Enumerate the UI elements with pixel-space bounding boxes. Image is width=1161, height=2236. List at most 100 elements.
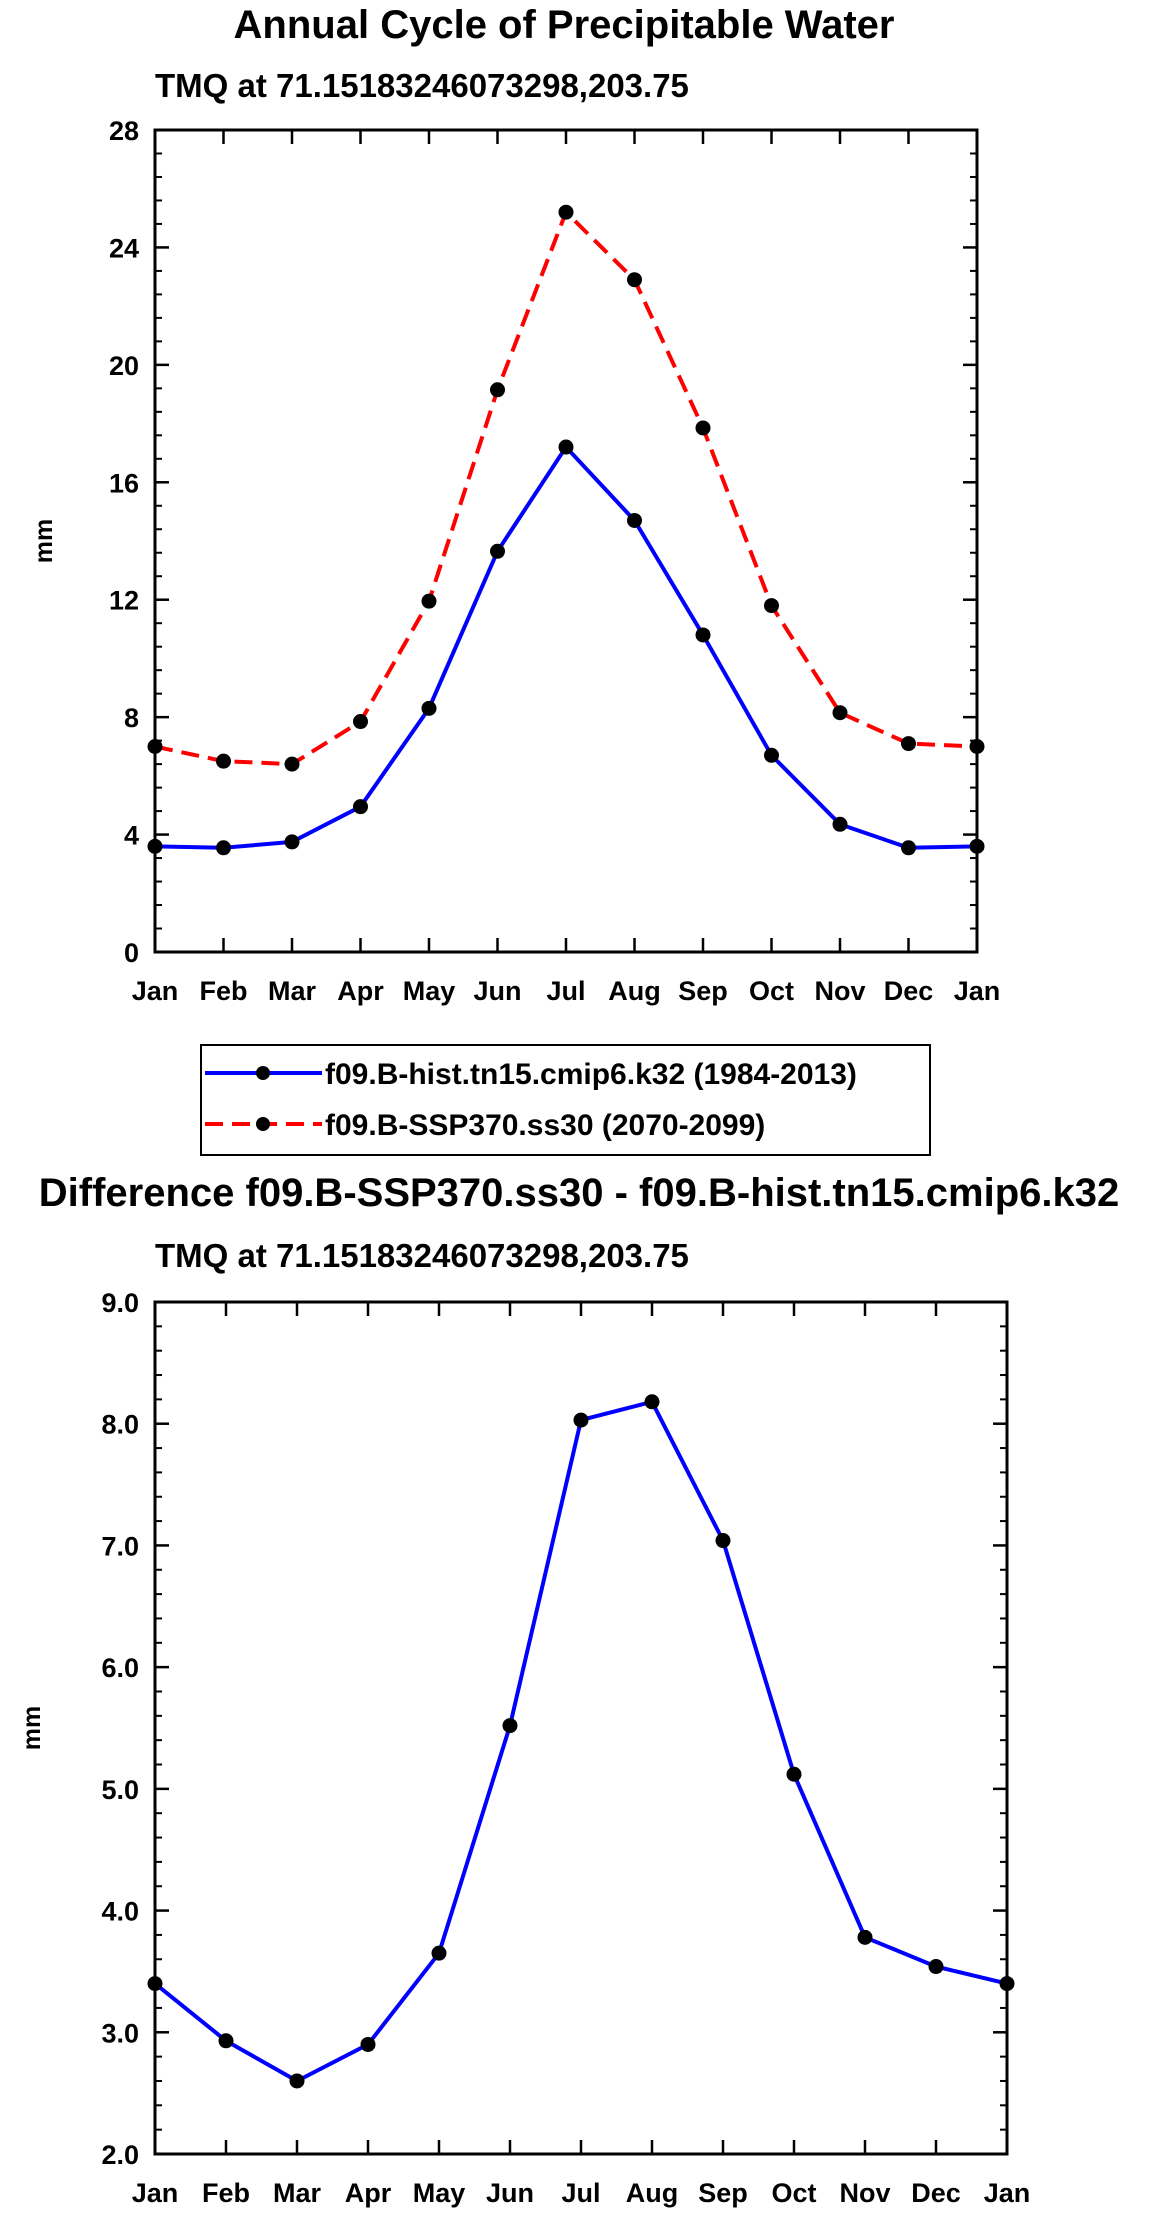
x-tick-label: Aug: [626, 2178, 678, 2208]
data-point-ssp: [969, 739, 985, 754]
data-point-ssp: [764, 598, 779, 614]
data-point-difference: [289, 2073, 305, 2089]
data-point-difference: [431, 1945, 447, 1961]
x-tick-label: Mar: [268, 976, 317, 1006]
chart-title: Difference f09.B-SSP370.ss30 - f09.B-his…: [39, 1171, 1119, 1215]
x-tick-label: Oct: [771, 2178, 816, 2208]
data-point-hist: [558, 439, 574, 455]
chart-title: Annual Cycle of Precipitable Water: [234, 3, 895, 47]
x-tick-label: Apr: [337, 976, 384, 1006]
data-point-difference: [857, 1929, 873, 1945]
y-tick-label: 5.0: [101, 1775, 139, 1805]
y-tick-label: 20: [109, 351, 139, 381]
y-tick-label: 12: [109, 586, 139, 616]
y-axis-label: mm: [18, 1706, 46, 1750]
y-tick-label: 9.0: [101, 1288, 139, 1318]
series-markers: [147, 1394, 1015, 2089]
y-tick-labels: 0 4 8 12 16 20 24 28: [109, 116, 139, 968]
x-tick-label: Jan: [984, 2178, 1031, 2208]
x-tick-label: Nov: [814, 976, 865, 1006]
x-tick-label: Jan: [132, 976, 179, 1006]
data-point-ssp: [627, 272, 642, 288]
series-markers: [147, 204, 985, 856]
legend-entry-ssp: f09.B-SSP370.ss30 (2070-2099): [325, 1109, 765, 1142]
x-tick-label: Feb: [202, 2178, 250, 2208]
x-tick-label: Sep: [678, 976, 728, 1006]
y-tick-label: 6.0: [101, 1653, 139, 1683]
y-axis-label: mm: [30, 519, 58, 563]
data-point-hist: [901, 840, 916, 856]
chart-subtitle: TMQ at 71.15183246073298,203.75: [155, 1237, 689, 1274]
data-point-hist: [353, 799, 368, 815]
data-point-difference: [999, 1976, 1015, 1992]
y-tick-label: 28: [109, 116, 139, 146]
data-point-hist: [147, 838, 163, 854]
data-point-hist: [490, 543, 505, 559]
data-point-ssp: [695, 420, 711, 436]
data-point-difference: [573, 1412, 589, 1428]
series-line-hist: [154, 443, 978, 850]
data-point-difference: [786, 1766, 802, 1782]
legend-box: [200, 1044, 931, 1156]
x-tick-label: Feb: [199, 976, 247, 1006]
panel-annual-cycle: Annual Cycle of Precipitable Water TMQ a…: [30, 3, 1001, 1156]
data-point-ssp: [216, 753, 231, 769]
x-tick-label: Nov: [839, 2178, 890, 2208]
x-tick-label: Sep: [698, 2178, 748, 2208]
x-tick-label: May: [413, 2178, 466, 2208]
data-point-difference: [928, 1959, 944, 1975]
data-point-hist: [969, 838, 985, 854]
axis-ticks: [153, 1300, 1009, 2156]
y-tick-label: 8: [124, 703, 139, 733]
x-tick-label: Jun: [473, 976, 521, 1006]
series-line-difference: [153, 1399, 1008, 2084]
data-point-difference: [502, 1718, 518, 1734]
y-tick-label: 3.0: [101, 2018, 139, 2048]
y-tick-label: 4.0: [101, 1897, 139, 1927]
data-point-ssp: [147, 739, 163, 754]
series-line-ssp: [154, 208, 978, 767]
data-point-hist: [832, 816, 848, 832]
data-point-difference: [218, 2033, 234, 2049]
y-tick-label: 8.0: [101, 1410, 139, 1440]
plot-frame: [153, 1300, 1009, 2156]
data-point-difference: [360, 2036, 376, 2052]
legend: f09.B-hist.tn15.cmip6.k32 (1984-2013) f0…: [200, 1044, 931, 1156]
data-point-difference: [715, 1533, 731, 1549]
x-tick-label: May: [403, 976, 456, 1006]
data-point-ssp: [558, 204, 574, 220]
data-point-hist: [216, 840, 231, 856]
chart-subtitle: TMQ at 71.15183246073298,203.75: [155, 67, 689, 104]
x-tick-label: Dec: [911, 2178, 961, 2208]
x-tick-label: Oct: [749, 976, 794, 1006]
x-tick-label: Dec: [884, 976, 934, 1006]
y-tick-label: 4: [124, 821, 139, 851]
x-tick-label: Jul: [546, 976, 585, 1006]
data-point-ssp: [421, 593, 437, 609]
data-point-ssp: [901, 736, 916, 752]
x-tick-label: Aug: [608, 976, 660, 1006]
y-tick-label: 7.0: [101, 1531, 139, 1561]
y-tick-label: 0: [124, 938, 139, 968]
x-tick-label: Apr: [345, 2178, 392, 2208]
data-point-difference: [644, 1394, 660, 1410]
y-tick-label: 2.0: [101, 2140, 139, 2170]
legend-marker-ssp: [256, 1117, 270, 1131]
data-point-hist: [695, 627, 711, 643]
data-point-difference: [147, 1976, 163, 1992]
x-tick-labels: Jan Feb Mar Apr May Jun Jul Aug Sep Oct Nov Dec Jan: [132, 2178, 1031, 2208]
data-point-ssp: [832, 705, 848, 721]
x-tick-label: Jan: [132, 2178, 179, 2208]
data-point-ssp: [284, 756, 300, 772]
data-point-hist: [627, 512, 642, 528]
data-point-ssp: [490, 382, 505, 398]
y-tick-labels: 2.0 3.0 4.0 5.0 6.0 7.0 8.0 9.0: [101, 1288, 139, 2170]
axis-ticks: [153, 128, 979, 954]
y-tick-label: 16: [109, 468, 139, 498]
x-tick-labels: Jan Feb Mar Apr May Jun Jul Aug Sep Oct Nov Dec Jan: [132, 976, 1001, 1006]
legend-marker-hist: [256, 1066, 270, 1080]
data-point-hist: [764, 747, 779, 763]
data-point-hist: [284, 834, 300, 850]
x-tick-label: Jan: [954, 976, 1001, 1006]
